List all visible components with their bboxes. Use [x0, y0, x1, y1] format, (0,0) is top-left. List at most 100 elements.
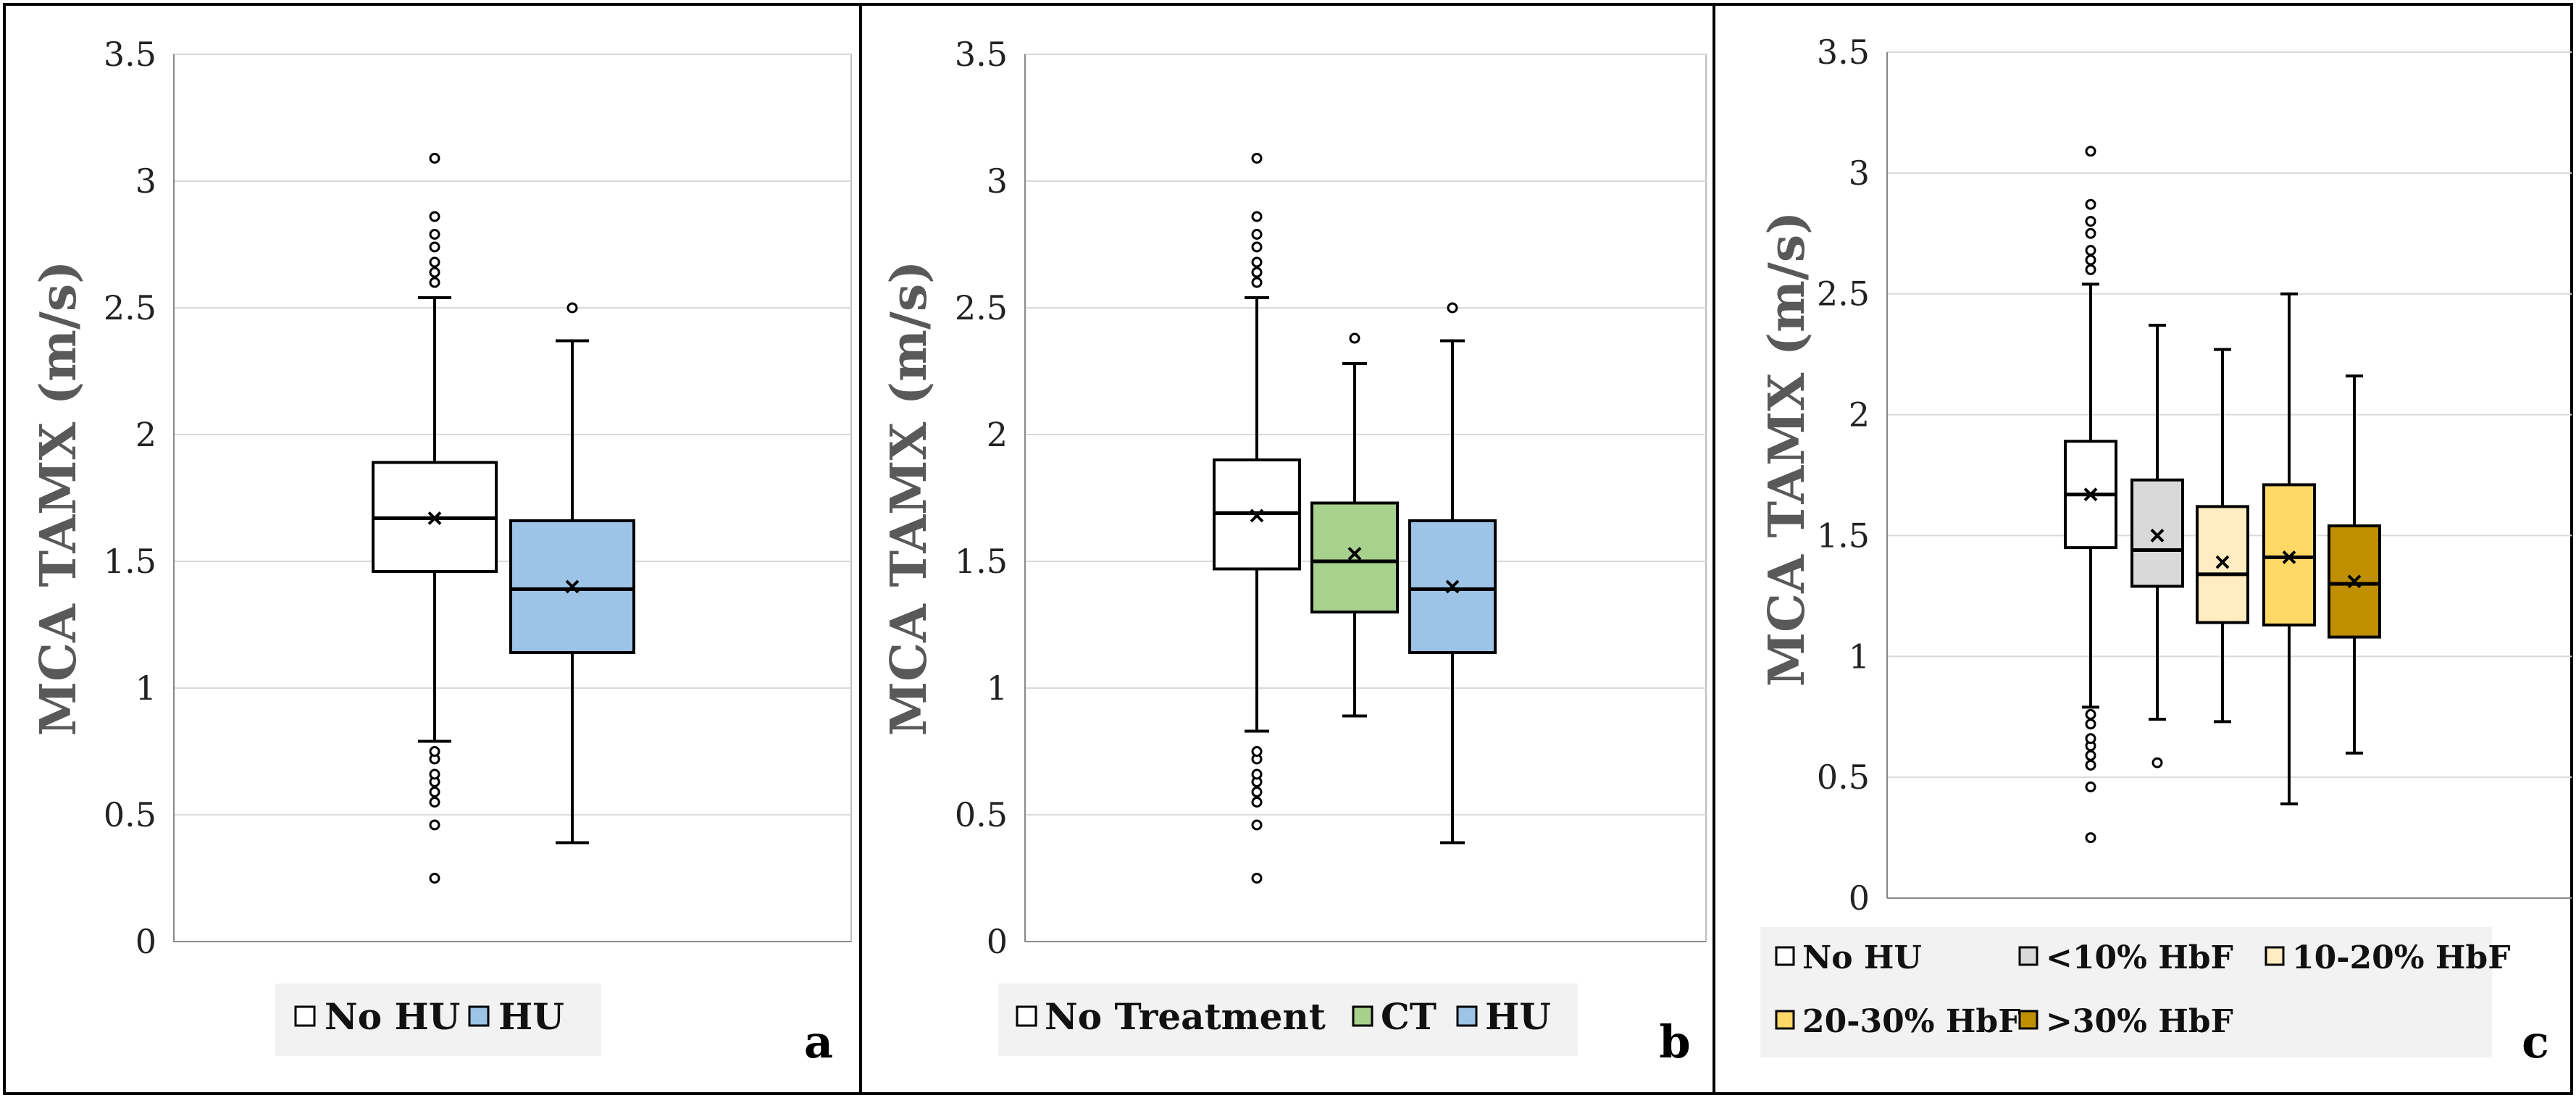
outlier-point [429, 153, 440, 164]
outlier-point [429, 277, 440, 288]
box-iqr [2196, 505, 2249, 624]
y-tick-label: 2 [987, 415, 1008, 454]
panel-a: 0 0.5 1 1.5 2 2.5 3 3.5 MCA TAMX (m/s) N… [30, 35, 852, 1068]
legend-swatch-ct [1352, 1005, 1373, 1027]
outlier-point [1251, 819, 1263, 831]
y-tick-label: 1.5 [104, 542, 156, 581]
outlier-point [1251, 211, 1263, 222]
panel-letter-a: a [804, 1015, 833, 1068]
y-tick-label: 2 [135, 415, 156, 454]
legend-swatch-20-30 [1775, 1010, 1795, 1030]
y-axis-label: MCA TAMX (m/s) [30, 261, 88, 737]
outlier-point [2085, 198, 2096, 210]
outlier-point [2085, 254, 2096, 266]
mean-marker [427, 511, 442, 525]
outlier-point [2085, 750, 2096, 761]
outlier-point [429, 787, 440, 797]
outlier-point [1251, 768, 1263, 780]
box-2 [2196, 348, 2249, 724]
outlier-point [429, 797, 440, 808]
legend-label-ct: CT [1381, 995, 1437, 1038]
box-4 [2328, 374, 2381, 755]
y-tick-label: 3 [1849, 154, 1870, 193]
y-tick-label: 2.5 [955, 288, 1008, 327]
y-tick-labels: 0 0.5 1 1.5 2 2.5 3 3.5 [955, 35, 1008, 961]
y-axis-label: MCA TAMX (m/s) [880, 261, 938, 737]
boxes [372, 153, 635, 884]
outlier-point [1251, 787, 1263, 797]
box-1 [509, 302, 635, 845]
outlier-point [2085, 832, 2096, 844]
outlier-point [1447, 302, 1458, 314]
box-iqr [509, 519, 635, 654]
outlier-point [1251, 153, 1263, 164]
outlier-point [1349, 332, 1360, 344]
y-tick-label: 1 [987, 669, 1008, 708]
outlier-point [2151, 757, 2163, 768]
y-tick-label: 0 [135, 922, 156, 961]
y-tick-label: 1 [135, 669, 156, 708]
outlier-point [429, 819, 440, 831]
outlier-point [566, 302, 578, 314]
y-tick-labels: 0 0.5 1 1.5 2 2.5 3 3.5 [1817, 33, 1870, 918]
grid-lines [1025, 54, 1706, 816]
legend-swatch-no-hu [1775, 946, 1795, 966]
legend-swatch-no-hu [294, 1005, 316, 1027]
y-tick-label: 2.5 [1817, 274, 1870, 314]
outlier-point [2085, 781, 2096, 792]
outlier-point [2085, 733, 2096, 745]
box-1 [1310, 332, 1399, 718]
y-tick-label: 0.5 [104, 795, 156, 834]
outlier-point [1251, 797, 1263, 808]
outlier-point [1251, 256, 1263, 268]
legend-swatch-10-20 [2265, 946, 2285, 966]
outlier-point [429, 229, 440, 240]
box-1 [2130, 324, 2184, 768]
outlier-point [429, 746, 440, 757]
box-0 [2064, 146, 2117, 844]
outlier-point [429, 873, 440, 884]
panel-c: 0 0.5 1 1.5 2 2.5 3 3.5 MCA TAMX (m/s) N… [1758, 33, 2572, 1068]
box-0 [372, 153, 498, 884]
legend-swatch-hu [1456, 1005, 1478, 1027]
outlier-point [429, 256, 440, 268]
y-tick-label: 0 [1849, 879, 1870, 918]
outlier-point [1251, 267, 1263, 278]
box-2 [1408, 302, 1497, 845]
y-tick-label: 3.5 [104, 35, 156, 74]
box-3 [2262, 292, 2316, 805]
mean-marker [565, 579, 580, 594]
box-iqr [2130, 478, 2184, 588]
y-tick-label: 3.5 [1817, 33, 1870, 72]
y-tick-label: 3 [987, 162, 1008, 201]
y-tick-label: 0.5 [1817, 758, 1870, 797]
outlier-point [2085, 708, 2096, 720]
y-tick-labels: 0 0.5 1 1.5 2 2.5 3 3.5 [104, 35, 156, 961]
legend-box [1760, 927, 2492, 1057]
outlier-point [1251, 229, 1263, 240]
legend-label-lt10: <10% HbF [2046, 939, 2233, 976]
outlier-point [2085, 759, 2096, 771]
y-tick-label: 3 [135, 162, 156, 201]
panel-letter-c: c [2522, 1015, 2549, 1068]
outlier-point [1251, 873, 1263, 884]
legend-label-hu: HU [498, 995, 564, 1038]
outlier-point [429, 267, 440, 278]
outlier-point [429, 768, 440, 780]
mean-marker [1250, 508, 1264, 523]
figure-frame [3, 3, 2573, 1095]
y-tick-label: 0 [987, 922, 1008, 961]
legend-swatch-no-treatment [1016, 1005, 1037, 1027]
outlier-point [1251, 241, 1263, 253]
legend-box [275, 984, 601, 1056]
legend-label-hu: HU [1485, 995, 1551, 1038]
mean-marker [2083, 487, 2098, 502]
mean-marker [2347, 574, 2362, 589]
panel-letter-b: b [1659, 1015, 1690, 1068]
outlier-point [2085, 227, 2096, 239]
panel-b: 0 0.5 1 1.5 2 2.5 3 3.5 MCA TAMX (m/s) N… [880, 35, 1707, 1068]
y-tick-label: 2.5 [104, 288, 156, 327]
mean-marker [2215, 555, 2230, 569]
mean-marker [2282, 550, 2296, 564]
y-tick-label: 1.5 [1817, 516, 1870, 555]
